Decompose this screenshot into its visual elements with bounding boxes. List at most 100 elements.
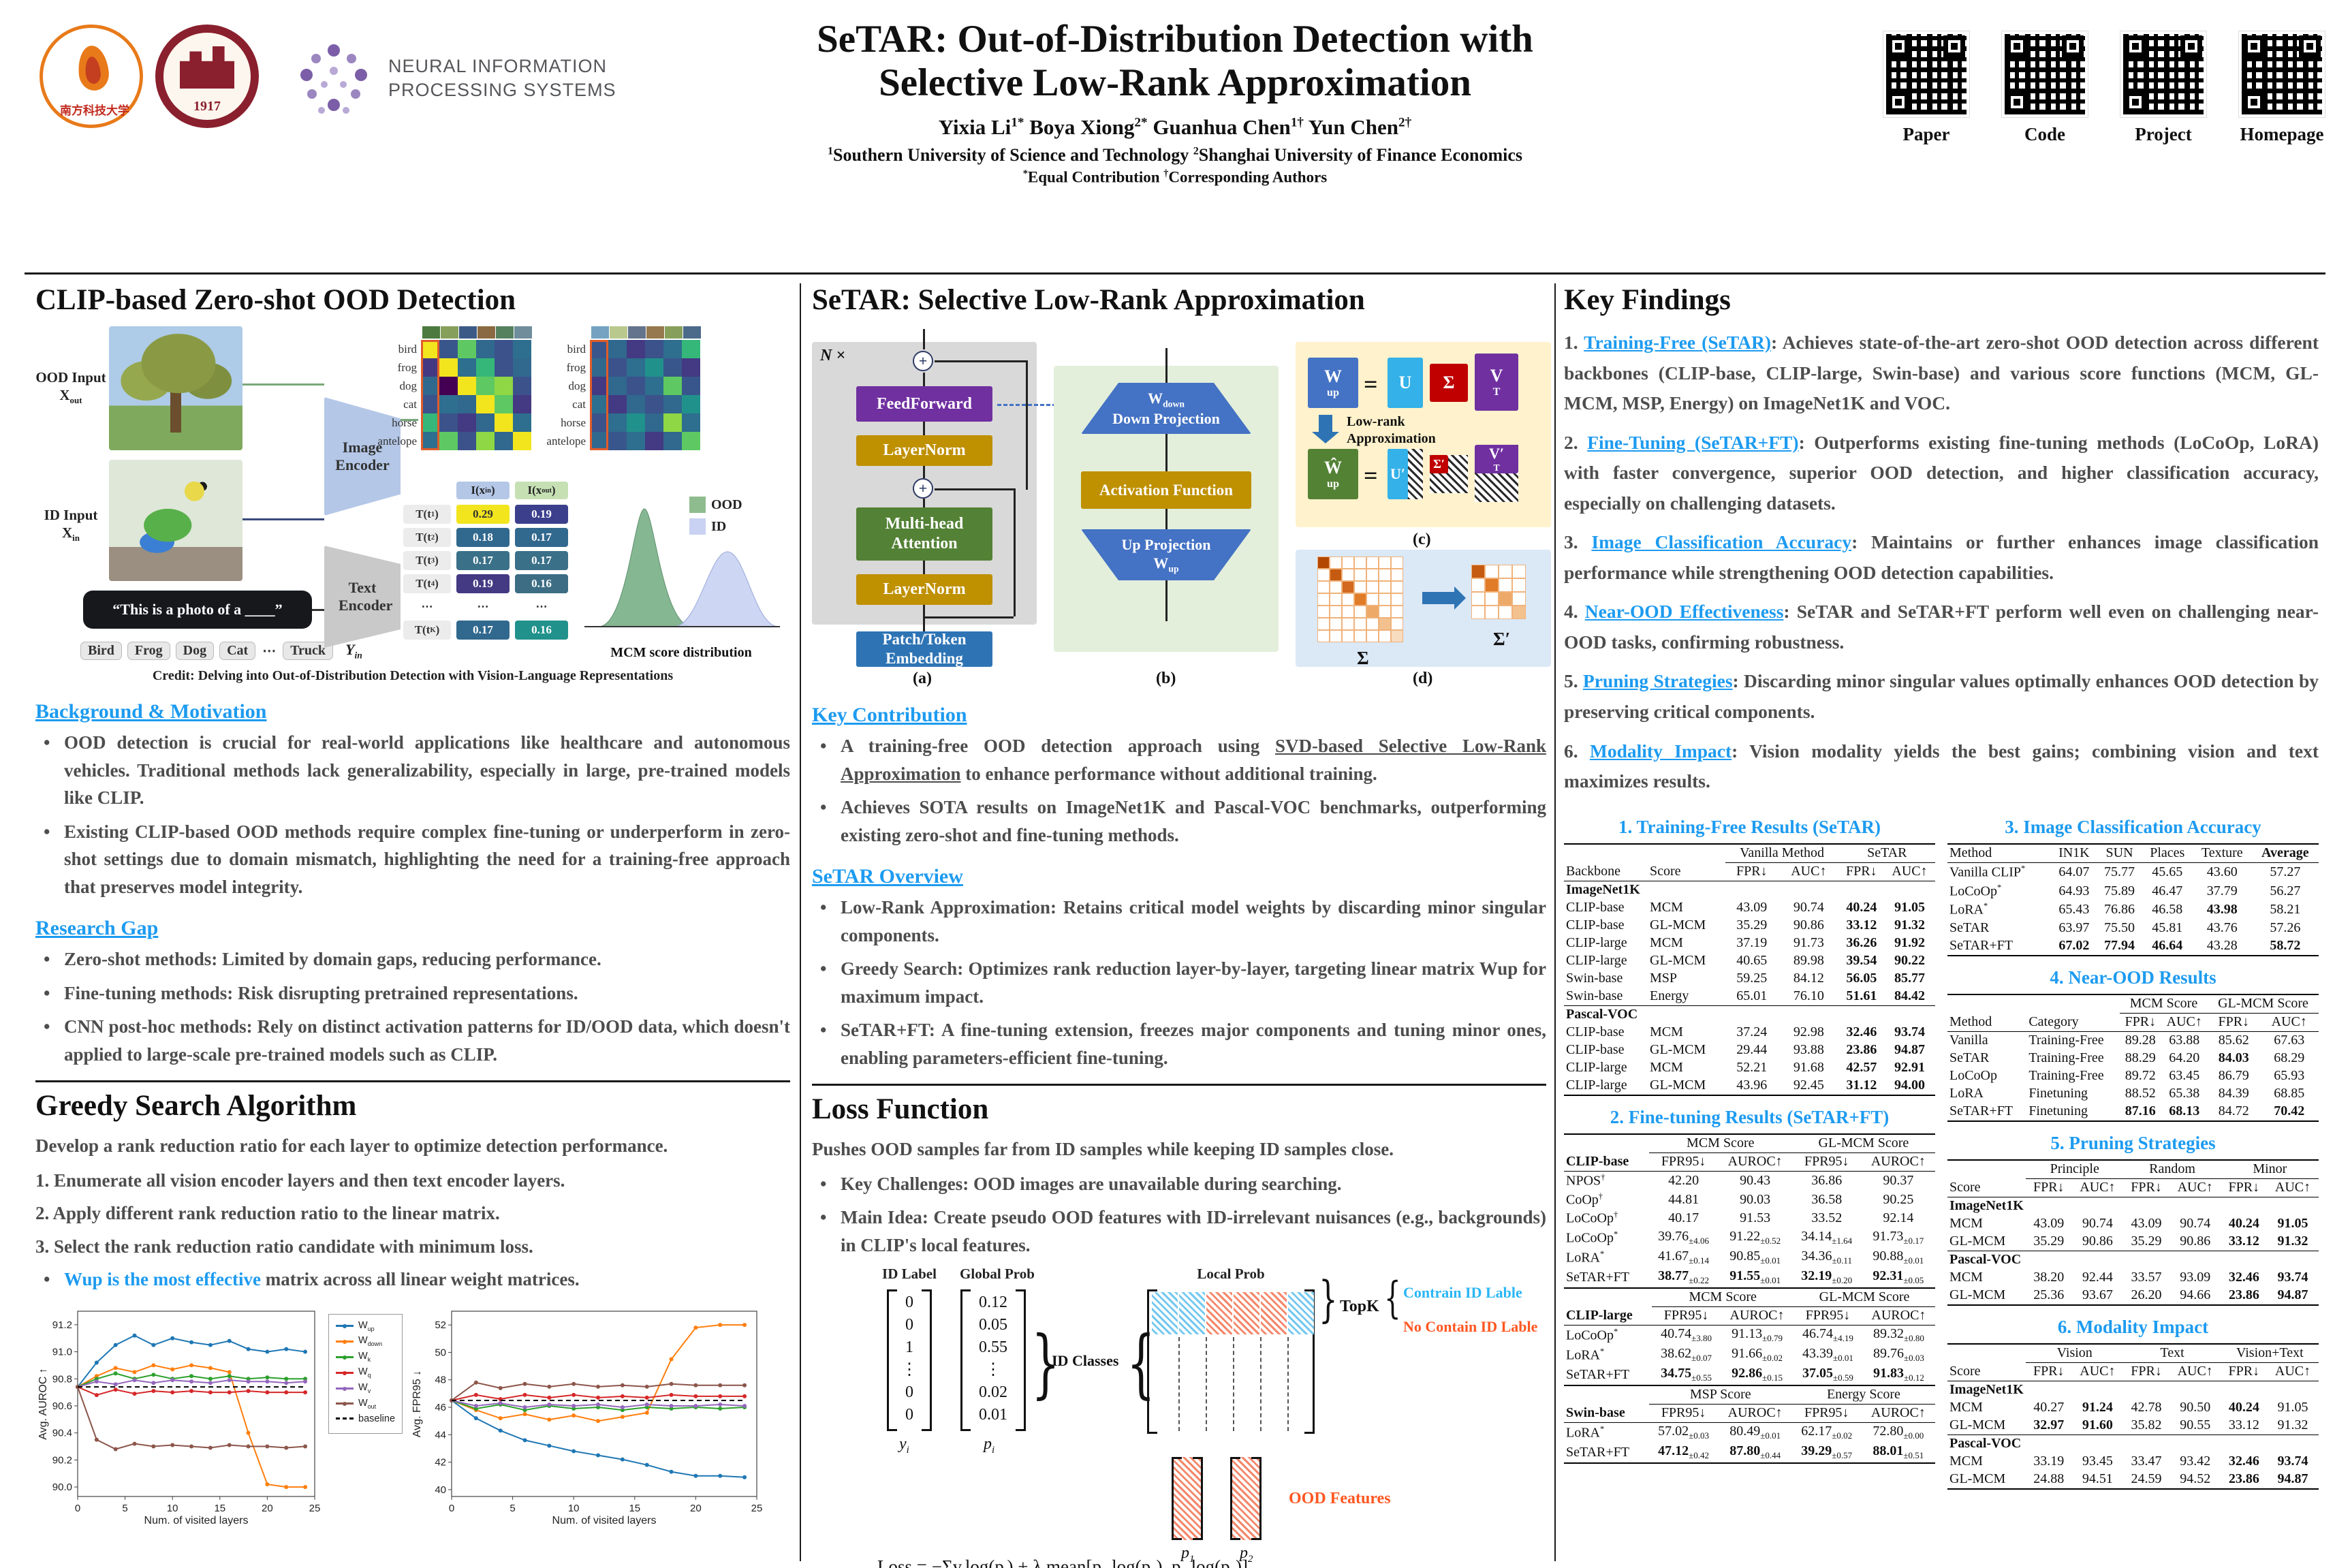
table-cell: 91.68	[1793, 1060, 1824, 1076]
table-cell: 37.19	[1736, 935, 1768, 951]
building-icon	[180, 46, 234, 89]
heatmap-row-label: antelope	[546, 435, 586, 448]
table-cell: 36.86	[1811, 1172, 1843, 1188]
table-cell: 63.45	[2169, 1068, 2200, 1084]
heatmap-cell	[421, 358, 439, 377]
finding-number: 5.	[1564, 670, 1583, 692]
setar-overview-section: SeTAR Overview Low-Rank Approximation: Re…	[812, 865, 1546, 1071]
plot-legend-entry: Wv	[336, 1382, 395, 1394]
table-cell: LoRA*	[1566, 1346, 1605, 1363]
grid-cell	[1512, 592, 1526, 606]
table-cell: 45.65	[2152, 864, 2183, 879]
grid-cell	[1354, 581, 1366, 593]
table-cell: 76.10	[1793, 988, 1824, 1004]
table-cell: LoCoOp	[1949, 1068, 1997, 1084]
torch-icon	[76, 44, 111, 93]
column-header: MCM Score	[1652, 1287, 1794, 1307]
layernorm-block: LayerNorm	[856, 574, 992, 605]
vector-value: 0	[905, 1406, 913, 1424]
svg-text:0: 0	[75, 1503, 80, 1514]
finetuning-results-table: Swin-base MSP Score Energy Score FPR95↓ AURO…	[1564, 1384, 1935, 1464]
column-header: Places	[2142, 843, 2193, 863]
header-divider	[25, 272, 2325, 275]
svg-text:20: 20	[262, 1503, 273, 1514]
table-cell: MCM	[1949, 1454, 1983, 1469]
p1-symbol: p1	[1181, 1544, 1195, 1565]
column-header: Texture	[2192, 843, 2252, 863]
sigma-label: Σ	[1357, 648, 1369, 668]
grid-cell	[1330, 606, 1342, 618]
table-cell: 65.93	[2274, 1068, 2305, 1084]
column-header: GL-MCM Score	[1791, 1133, 1935, 1153]
y-in-symbol: Yin	[345, 641, 362, 661]
table-cell: 68.13	[2169, 1103, 2200, 1119]
thumbnail	[477, 326, 495, 339]
vector-value: 0.05	[979, 1316, 1007, 1334]
id-score-cell: 0.17	[456, 621, 510, 640]
table-cell: 35.82	[2131, 1417, 2162, 1433]
grid-cell	[1379, 618, 1391, 630]
plot-legend-label: Wv	[358, 1382, 371, 1394]
heatmap-row-label: cat	[403, 398, 417, 411]
global-prob-vector: 0.12 0.05 0.55 ⋮ 0.02 0.01	[960, 1289, 1026, 1431]
table-cell: 90.86	[2082, 1234, 2113, 1249]
grid-cell	[1342, 569, 1354, 581]
table-cell: MSP	[1650, 971, 1678, 986]
table-cell: CLIP-base	[1566, 1024, 1625, 1040]
ood-score-cell: 0.17	[515, 551, 568, 570]
table-cell: 90.55	[2180, 1417, 2211, 1433]
table-cell: 91.32	[1894, 918, 1926, 933]
column-header: AUC↑	[1884, 862, 1935, 881]
table-cell: 84.72	[2218, 1103, 2249, 1119]
plot-legend-swatch	[336, 1339, 354, 1344]
skip-line	[935, 488, 1014, 490]
heatmap-cell	[476, 432, 495, 450]
grid-cell	[1317, 618, 1330, 630]
table-cell: 57.26	[2270, 920, 2301, 936]
text-segment: matrix across all linear weight matrices…	[260, 1269, 580, 1289]
svg-text:44: 44	[435, 1429, 446, 1441]
table-cell: 93.42	[2180, 1454, 2211, 1469]
table-cell: 77.94	[2104, 938, 2135, 954]
heatmap-cell	[627, 377, 645, 395]
dashed-separator	[1260, 1337, 1262, 1431]
grid-cell	[1471, 565, 1485, 578]
p2-vector	[1230, 1457, 1262, 1540]
greedy-plots: 90.0 90.2 90.4 90.6 90.8 91.0 91.2 0 5 10 15 20 25 Nu…	[35, 1303, 790, 1529]
plot-legend-label: Wout	[358, 1397, 377, 1410]
heatmap-row-label: frog	[397, 361, 417, 374]
heatmap-cell	[627, 340, 645, 358]
table-cell: 91.05	[2277, 1216, 2308, 1232]
finding-number: 2.	[1564, 431, 1588, 453]
text-segment: Greedy Search: Optimizes rank reduction …	[841, 958, 1546, 1007]
table-cell: SeTAR+FT	[1949, 1103, 2014, 1119]
column-header: FPR95↓	[1648, 1404, 1719, 1423]
table-cell: 80.49±0.01	[1729, 1424, 1781, 1441]
grid-cell	[1317, 630, 1330, 642]
column-header: Random	[2123, 1159, 2221, 1179]
heatmap-cell	[495, 358, 513, 377]
column-header: Score	[1648, 843, 1725, 881]
table-cell: 58.72	[2270, 938, 2301, 954]
image-feature-ood-chip: I(x out)	[515, 482, 568, 499]
table-cell: 39.54	[1846, 953, 1877, 969]
table-cell: 25.36	[2033, 1287, 2065, 1303]
heatmap-cell	[682, 432, 700, 450]
bullet-item: Existing CLIP-based OOD methods require …	[44, 818, 790, 901]
heatmap-cell	[590, 377, 608, 395]
heatmap-cell	[663, 358, 682, 377]
column-header: FPR↓	[1838, 862, 1885, 881]
column-header: Vision+Text	[2221, 1343, 2319, 1363]
id-classes-label: ID Classes	[1052, 1352, 1119, 1369]
section-row: ImageNet1K	[1949, 1198, 2024, 1214]
code-qr-code	[2001, 31, 2088, 118]
loss-equation: Loss = −Σyilog(pi) + λ mean[p1 log(p1), …	[877, 1556, 1249, 1568]
heatmap-cell	[495, 377, 513, 395]
table-cell: 38.62±0.07	[1661, 1346, 1712, 1364]
table-cell: 32.97	[2033, 1417, 2065, 1433]
contribution-note: *Equal Contribution †Corresponding Autho…	[1022, 168, 1328, 186]
dashed-separator	[1178, 1337, 1180, 1431]
column-divider-2	[1554, 283, 1556, 1561]
table-cell: 51.61	[1846, 988, 1877, 1004]
table-cell: 91.55±0.01	[1729, 1268, 1781, 1286]
